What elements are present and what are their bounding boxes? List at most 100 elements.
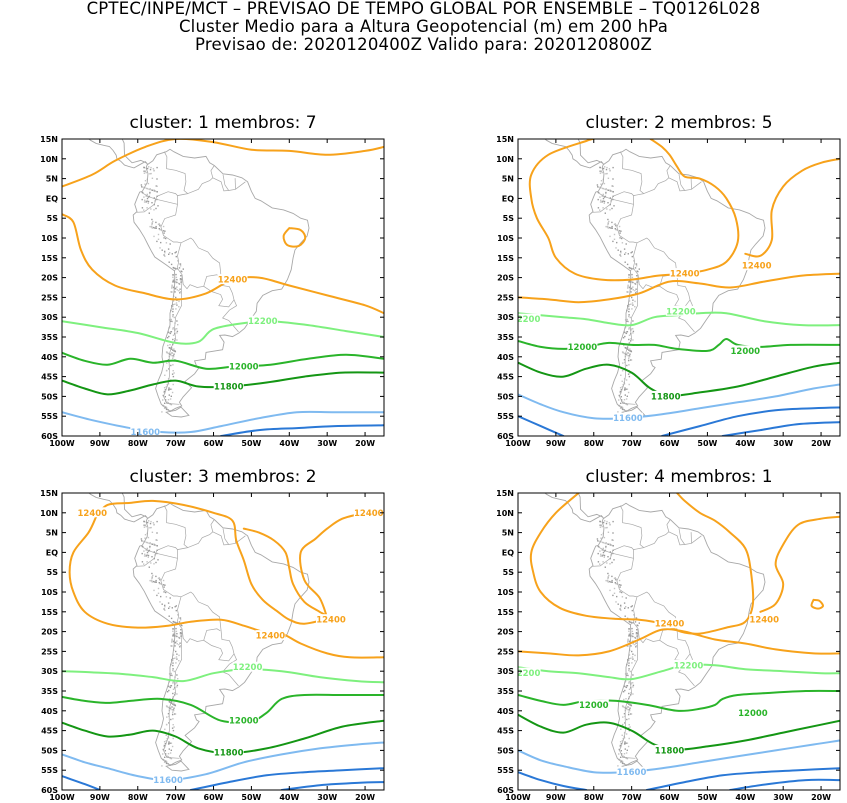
lat-tick-label: 5N bbox=[46, 529, 58, 538]
lat-tick-label: 5N bbox=[46, 175, 58, 184]
panel-title: cluster: 2 membros: 5 bbox=[585, 113, 773, 133]
lon-tick-label: 70W bbox=[166, 439, 186, 448]
country-border bbox=[187, 165, 215, 194]
contour-label: 12400 bbox=[354, 509, 384, 519]
lat-tick-label: 20S bbox=[497, 274, 514, 283]
panel-title: cluster: 1 membros: 7 bbox=[129, 113, 317, 133]
lat-tick-label: 35S bbox=[497, 687, 514, 696]
map-frame bbox=[517, 492, 841, 791]
lat-tick-label: 30S bbox=[497, 667, 514, 676]
lon-tick-label: 70W bbox=[622, 439, 642, 448]
contour-label: 12000 bbox=[731, 347, 761, 357]
contour-line bbox=[518, 415, 565, 436]
contour-line bbox=[645, 767, 840, 790]
lat-tick-label: EQ bbox=[502, 194, 514, 203]
lat-tick-label: 20S bbox=[41, 628, 58, 637]
map-cluster-2: 12400 12400 12200 12200 12000 12000 11800 11600… bbox=[496, 135, 841, 448]
lon-tick-label: 80W bbox=[128, 439, 148, 448]
lat-tick-label: 15S bbox=[41, 608, 58, 617]
country-border bbox=[212, 531, 246, 546]
country-border bbox=[592, 545, 634, 567]
contour-line bbox=[62, 668, 384, 684]
central-america-pacific-coastline bbox=[88, 493, 148, 523]
tierra-del-fuego-coastline bbox=[165, 760, 190, 772]
contour-label-bg bbox=[669, 268, 700, 279]
country-border bbox=[160, 193, 239, 333]
contour-line bbox=[62, 410, 384, 434]
country-border bbox=[222, 174, 229, 191]
country-border bbox=[592, 191, 634, 213]
contour-label: 12000 bbox=[738, 709, 768, 719]
lat-tick-label: 10S bbox=[41, 234, 58, 243]
country-border bbox=[668, 531, 702, 546]
lat-tick-label: 30S bbox=[41, 313, 58, 322]
contour-line bbox=[721, 421, 840, 436]
map-content: 12400 12400 12200 12200 12000 12000 11800 11600 bbox=[518, 493, 840, 790]
contour-label: 12200 bbox=[674, 661, 704, 671]
lat-tick-label: 30S bbox=[41, 667, 58, 676]
contour-label: 12400 bbox=[256, 632, 286, 642]
contour-label-bg bbox=[737, 707, 768, 718]
lat-tick-label: 15N bbox=[496, 135, 514, 144]
lat-tick-label: 25S bbox=[41, 647, 58, 656]
contour-label-bg bbox=[749, 614, 780, 625]
country-border bbox=[629, 242, 638, 272]
lat-tick-label: 25S bbox=[497, 647, 514, 656]
contour-label-bg bbox=[255, 630, 286, 641]
lat-tick-label: 5S bbox=[47, 214, 59, 223]
contour-line bbox=[759, 515, 840, 613]
lat-tick-label: 5S bbox=[47, 568, 59, 577]
country-border bbox=[659, 640, 691, 662]
lat-tick-label: 40S bbox=[41, 353, 58, 362]
lat-tick-label: EQ bbox=[502, 548, 514, 557]
lon-tick-label: 100W bbox=[505, 793, 531, 802]
lat-tick-label: 25S bbox=[497, 293, 514, 302]
lon-tick-label: 50W bbox=[697, 439, 717, 448]
country-border bbox=[643, 519, 671, 548]
contour-line bbox=[518, 739, 840, 774]
contour-line bbox=[220, 424, 384, 436]
lat-tick-label: 55S bbox=[497, 766, 514, 775]
lon-tick-label: 30W bbox=[773, 793, 793, 802]
country-border bbox=[678, 174, 685, 191]
lon-tick-label: 60W bbox=[204, 439, 224, 448]
contour-line bbox=[518, 689, 840, 712]
contour-line bbox=[518, 771, 588, 790]
lat-tick-label: 30S bbox=[497, 313, 514, 322]
lon-tick-label: 90W bbox=[546, 793, 566, 802]
panel-title: cluster: 4 membros: 1 bbox=[585, 467, 773, 487]
contour-label: 12000 bbox=[579, 701, 609, 711]
lon-tick-label: 20W bbox=[355, 793, 375, 802]
contour-label-bg bbox=[650, 390, 681, 401]
contour-line bbox=[62, 213, 384, 315]
central-america-pacific-coastline bbox=[544, 493, 604, 523]
country-border bbox=[619, 628, 639, 759]
contour-label-bg bbox=[665, 305, 696, 316]
country-border bbox=[163, 151, 189, 194]
lat-tick-label: 15S bbox=[497, 254, 514, 263]
central-america-caribbean-coastline bbox=[577, 493, 604, 518]
contour-line bbox=[518, 272, 840, 304]
map-cluster-1: 12400 12200 12000 11800 11600 15N 10N 5N EQ 5S 10S… bbox=[40, 135, 385, 448]
lat-tick-label: EQ bbox=[46, 194, 58, 203]
lat-tick-label: 60S bbox=[41, 786, 58, 795]
central-america-pacific-coastline bbox=[544, 139, 604, 169]
lat-tick-label: 10S bbox=[497, 588, 514, 597]
contour-label: 11600 bbox=[131, 428, 161, 438]
lat-tick-label: 55S bbox=[41, 766, 58, 775]
lon-tick-label: 20W bbox=[811, 439, 831, 448]
country-border bbox=[176, 621, 221, 644]
contour-line bbox=[518, 628, 840, 657]
contour-label: 12000 bbox=[229, 363, 259, 373]
lat-tick-label: 50S bbox=[497, 392, 514, 401]
lon-tick-label: 50W bbox=[241, 439, 261, 448]
lon-tick-label: 100W bbox=[505, 439, 531, 448]
map-frame bbox=[61, 138, 385, 437]
map-cluster-4: 12400 12400 12200 12200 12000 12000 11800 11600… bbox=[496, 489, 841, 802]
contour-line bbox=[280, 781, 384, 790]
contour-label-bg bbox=[130, 426, 161, 436]
contour-label-bg bbox=[654, 744, 685, 755]
contour-label: 11800 bbox=[655, 746, 685, 756]
header: CPTEC/INPE/MCT – PREVISAO DE TEMPO GLOBA… bbox=[0, 0, 847, 54]
lon-tick-label: 90W bbox=[90, 793, 110, 802]
